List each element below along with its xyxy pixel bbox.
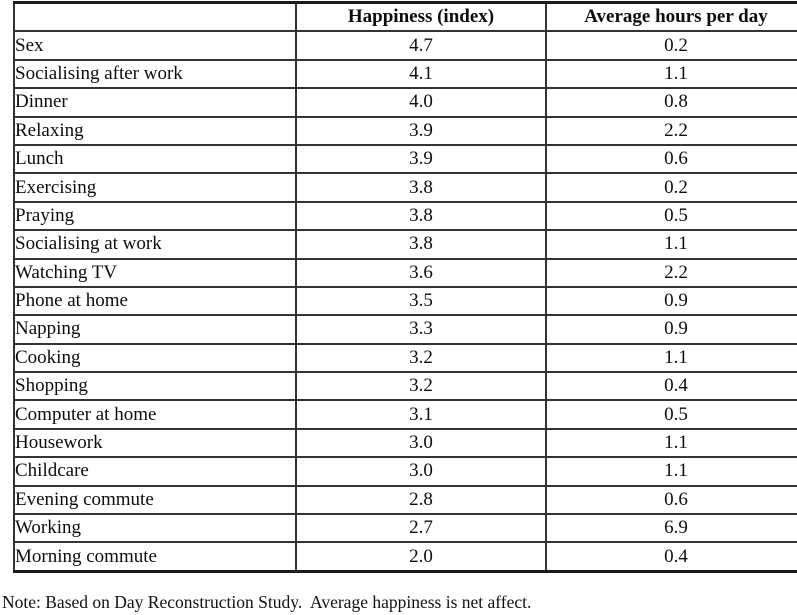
- table-row: Socialising after work 4.1 1.1: [13, 58, 797, 90]
- hours-cell: 0.2: [545, 172, 797, 203]
- happiness-cell: 3.6: [295, 257, 547, 288]
- table-row: Relaxing 3.9 2.2: [13, 115, 797, 146]
- activity-cell: Working: [13, 513, 297, 544]
- table-row: Working 2.7 6.9: [13, 513, 797, 544]
- table-header-row: Happiness (index) Average hours per day: [13, 1, 797, 33]
- table-row: Morning commute 2.0 0.4: [13, 541, 797, 573]
- hours-cell: 1.1: [545, 427, 797, 459]
- activity-cell: Lunch: [13, 143, 297, 175]
- happiness-cell: 2.8: [295, 484, 547, 516]
- activity-cell: Childcare: [13, 456, 297, 487]
- hours-cell: 2.2: [545, 115, 797, 146]
- activity-cell: Housework: [13, 427, 297, 459]
- activity-cell: Cooking: [13, 342, 297, 374]
- table-row: Phone at home 3.5 0.9: [13, 285, 797, 317]
- activity-cell: Shopping: [13, 371, 297, 402]
- table-body: Sex 4.7 0.2 Socialising after work 4.1 1.1 Din…: [13, 30, 797, 573]
- happiness-table-container: Happiness (index) Average hours per day …: [13, 1, 797, 573]
- activity-cell: Phone at home: [13, 285, 297, 317]
- table-row: Cooking 3.2 1.1: [13, 342, 797, 374]
- header-activity-blank: [13, 1, 297, 33]
- activity-cell: Socialising at work: [13, 229, 297, 260]
- happiness-cell: 2.0: [295, 541, 547, 573]
- happiness-cell: 3.2: [295, 371, 547, 402]
- happiness-cell: 3.8: [295, 200, 547, 232]
- happiness-cell: 2.7: [295, 513, 547, 544]
- happiness-cell: 3.0: [295, 456, 547, 487]
- activity-cell: Morning commute: [13, 541, 297, 573]
- happiness-cell: 4.1: [295, 58, 547, 90]
- happiness-cell: 3.3: [295, 314, 547, 345]
- hours-cell: 2.2: [545, 257, 797, 288]
- header-average-hours: Average hours per day: [545, 1, 797, 33]
- happiness-cell: 3.0: [295, 427, 547, 459]
- activity-cell: Napping: [13, 314, 297, 345]
- table-row: Computer at home 3.1 0.5: [13, 399, 797, 430]
- footnote: Note: Based on Day Reconstruction Study.…: [2, 592, 532, 612]
- hours-cell: 1.1: [545, 229, 797, 260]
- happiness-cell: 3.8: [295, 172, 547, 203]
- table-row: Napping 3.3 0.9: [13, 314, 797, 345]
- table-row: Watching TV 3.6 2.2: [13, 257, 797, 288]
- happiness-by-activity-table: Happiness (index) Average hours per day …: [13, 1, 797, 573]
- table-row: Sex 4.7 0.2: [13, 30, 797, 61]
- activity-cell: Watching TV: [13, 257, 297, 288]
- hours-cell: 0.2: [545, 30, 797, 61]
- happiness-cell: 4.7: [295, 30, 547, 61]
- activity-cell: Socialising after work: [13, 58, 297, 90]
- activity-cell: Computer at home: [13, 399, 297, 430]
- hours-cell: 0.4: [545, 541, 797, 573]
- activity-cell: Relaxing: [13, 115, 297, 146]
- hours-cell: 1.1: [545, 58, 797, 90]
- table-row: Lunch 3.9 0.6: [13, 143, 797, 175]
- hours-cell: 0.6: [545, 484, 797, 516]
- happiness-cell: 3.9: [295, 143, 547, 175]
- activity-cell: Exercising: [13, 172, 297, 203]
- table-row: Exercising 3.8 0.2: [13, 172, 797, 203]
- hours-cell: 6.9: [545, 513, 797, 544]
- table-row: Socialising at work 3.8 1.1: [13, 229, 797, 260]
- table-row: Evening commute 2.8 0.6: [13, 484, 797, 516]
- hours-cell: 0.5: [545, 399, 797, 430]
- hours-cell: 1.1: [545, 342, 797, 374]
- hours-cell: 0.8: [545, 87, 797, 118]
- table-row: Shopping 3.2 0.4: [13, 371, 797, 402]
- happiness-cell: 3.9: [295, 115, 547, 146]
- table-row: Dinner 4.0 0.8: [13, 87, 797, 118]
- happiness-cell: 3.1: [295, 399, 547, 430]
- hours-cell: 0.4: [545, 371, 797, 402]
- hours-cell: 0.6: [545, 143, 797, 175]
- hours-cell: 0.5: [545, 200, 797, 232]
- happiness-cell: 3.2: [295, 342, 547, 374]
- activity-cell: Sex: [13, 30, 297, 61]
- happiness-cell: 3.8: [295, 229, 547, 260]
- header-happiness-index: Happiness (index): [295, 1, 547, 33]
- hours-cell: 1.1: [545, 456, 797, 487]
- happiness-cell: 3.5: [295, 285, 547, 317]
- table-row: Childcare 3.0 1.1: [13, 456, 797, 487]
- happiness-cell: 4.0: [295, 87, 547, 118]
- hours-cell: 0.9: [545, 314, 797, 345]
- activity-cell: Praying: [13, 200, 297, 232]
- hours-cell: 0.9: [545, 285, 797, 317]
- activity-cell: Evening commute: [13, 484, 297, 516]
- table-row: Housework 3.0 1.1: [13, 427, 797, 459]
- activity-cell: Dinner: [13, 87, 297, 118]
- table-row: Praying 3.8 0.5: [13, 200, 797, 232]
